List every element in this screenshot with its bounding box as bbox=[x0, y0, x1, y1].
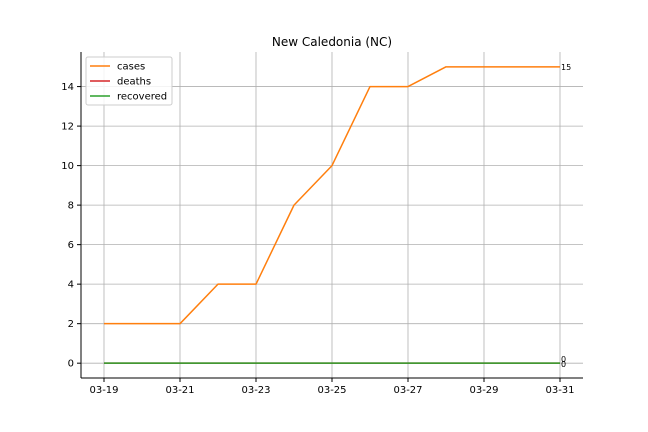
x-tick-label: 03-23 bbox=[241, 385, 270, 396]
y-tick-label: 8 bbox=[68, 201, 74, 212]
end-label-recovered: 0 bbox=[561, 360, 566, 369]
legend-label-recovered: recovered bbox=[117, 92, 167, 103]
y-tick-label: 14 bbox=[61, 82, 74, 93]
end-label-deaths: 0 bbox=[561, 355, 566, 364]
series-line-cases bbox=[104, 66, 560, 325]
y-tick-label: 0 bbox=[68, 359, 74, 370]
legend: cases deaths recovered bbox=[85, 56, 173, 106]
ticks-layer: 03-19 03-21 03-23 03-25 03-27 03-29 03-31 0 2 4 6 8… bbox=[61, 82, 574, 396]
x-tick-label: 03-31 bbox=[545, 385, 574, 396]
x-tick-label: 03-27 bbox=[393, 385, 422, 396]
x-tick-label: 03-29 bbox=[469, 385, 498, 396]
y-tick-label: 10 bbox=[61, 161, 74, 172]
y-tick-label: 4 bbox=[68, 280, 74, 291]
y-tick-label: 2 bbox=[68, 319, 74, 330]
legend-box bbox=[85, 56, 173, 106]
legend-label-cases: cases bbox=[117, 62, 145, 73]
y-tick-label: 12 bbox=[61, 122, 74, 133]
chart-title: New Caledonia (NC) bbox=[272, 35, 392, 49]
x-tick-label: 03-21 bbox=[165, 385, 194, 396]
end-label-cases: 15 bbox=[561, 63, 571, 72]
x-tick-label: 03-25 bbox=[317, 385, 346, 396]
legend-label-deaths: deaths bbox=[117, 77, 151, 88]
y-tick-label: 6 bbox=[68, 240, 74, 251]
x-tick-label: 03-19 bbox=[89, 385, 118, 396]
